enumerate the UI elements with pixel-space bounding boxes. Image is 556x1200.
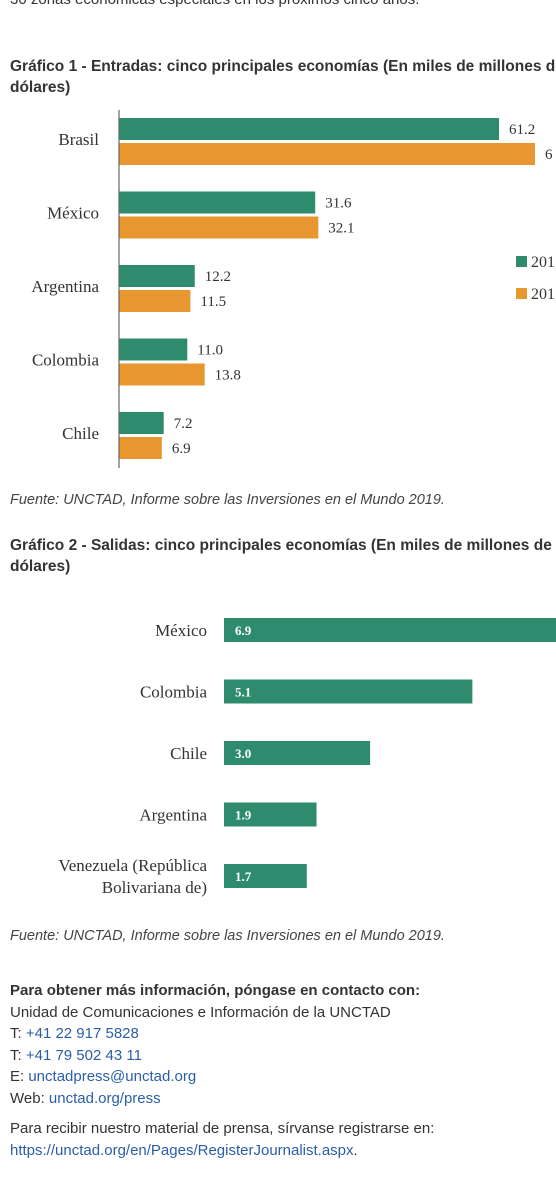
contact-email-row: E: unctadpress@unctad.org [10,1066,556,1088]
chart2-source: Fuente: UNCTAD, Informe sobre las Invers… [10,928,445,944]
email-link[interactable]: unctadpress@unctad.org [28,1068,197,1085]
chart1-data-label: 31.6 [325,196,352,212]
chart1-inflows-bar-chart: Brasil 61.2 6 México 31.6 32.1 Argentina 12.2 11… [31,110,555,468]
chart1-data-label: 32.1 [328,221,354,237]
chart2-data-label: 1.7 [235,869,252,884]
chart2-data-label: 1.9 [235,808,252,823]
chart1-title: Gráfico 1 - Entradas: cinco principales … [10,56,556,98]
register-link[interactable]: https://unctad.org/en/Pages/RegisterJour… [10,1141,354,1159]
chart1-source: Fuente: UNCTAD, Informe sobre las Invers… [10,492,445,508]
chart1-bar [119,363,205,386]
chart1-bar [119,437,162,459]
chart1-data-label: 12.2 [205,269,231,285]
chart1-data-label: 13.8 [215,368,241,384]
chart2-outflows-bar-chart: México 6.9 Colombia 5.1 Chile 3.0 Argentina 1.9… [58,618,556,897]
chart1-bar [119,191,316,214]
chart1-bar [119,265,195,287]
contact-block: Para obtener más información, póngase en… [10,980,556,1161]
chart1-bar [119,216,319,239]
chart1-category-label: Argentina [31,277,99,296]
spacer [10,1109,556,1118]
web-label: Web: [10,1089,49,1107]
chart1-data-label: 7.2 [174,416,193,432]
chart1-data-label: 11.0 [197,343,223,359]
chart2-category-label: Colombia [140,683,208,702]
phone1-label: T: [10,1025,26,1042]
chart2-bar [224,679,473,704]
chart1-category-label: Brasil [58,130,99,149]
chart2-data-label: 5.1 [235,685,251,700]
contact-phone1-row: T: +41 22 917 5828 [10,1023,556,1045]
chart1-legend-swatch [516,256,527,267]
chart2-bar [224,864,307,888]
chart1-data-label: 6.9 [172,441,191,457]
chart1-bar [119,338,188,361]
chart1-bar [119,118,499,140]
chart1-data-label: 6 [545,147,553,163]
chart1-data-label: 61.2 [509,122,535,138]
phone2-label: T: [10,1046,26,1064]
chart2-bar [224,741,371,765]
chart1-category-label: México [47,204,99,223]
chart2-category-label: Venezuela (República [58,856,207,875]
chart2-data-label: 3.0 [235,746,251,761]
chart2-category-label: Chile [170,744,207,763]
chart1-title-text: Gráfico 1 - Entradas: cinco principales … [10,58,556,96]
register-text: Para recibir nuestro material de prensa,… [10,1120,435,1137]
contact-unit: Unidad de Comunicaciones e Información d… [10,1003,391,1021]
chart1-bar [119,143,535,165]
register-row: https://unctad.org/en/Pages/RegisterJour… [10,1140,556,1162]
chart1-bar [119,290,191,312]
chart2-data-label: 6.9 [235,623,252,638]
chart2-title-text: Gráfico 2 - Salidas: cinco principales e… [10,537,552,575]
chart2-category-label: Argentina [139,806,207,825]
email-label: E: [10,1068,29,1085]
chart2-title: Gráfico 2 - Salidas: cinco principales e… [10,535,556,577]
chart2-category-label: México [155,621,207,640]
chart1-legend-label: 201 [531,286,555,303]
intro-text-fragment: 30 zonas económicas especiales en los pr… [10,0,419,8]
chart1-data-label: 11.5 [200,294,226,310]
chart1-bar [119,412,164,434]
chart2-category-label: Bolivariana de) [102,878,207,897]
chart1-category-label: Chile [62,424,99,443]
phone2-link[interactable]: +41 79 502 43 11 [25,1046,142,1064]
contact-phone2-row: T: +41 79 502 43 11 [10,1045,556,1067]
chart1-category-label: Colombia [32,351,100,370]
contact-heading: Para obtener más información, póngase en… [10,982,421,999]
web-link[interactable]: unctad.org/press [48,1089,161,1107]
contact-web-row: Web: unctad.org/press [10,1088,556,1110]
phone1-link[interactable]: +41 22 917 5828 [25,1025,139,1042]
chart1-legend-swatch [516,288,527,299]
chart2-bar [224,802,317,827]
register-end: . [353,1141,358,1159]
chart2-bar [224,618,556,642]
chart1-legend-label: 201 [531,254,555,271]
